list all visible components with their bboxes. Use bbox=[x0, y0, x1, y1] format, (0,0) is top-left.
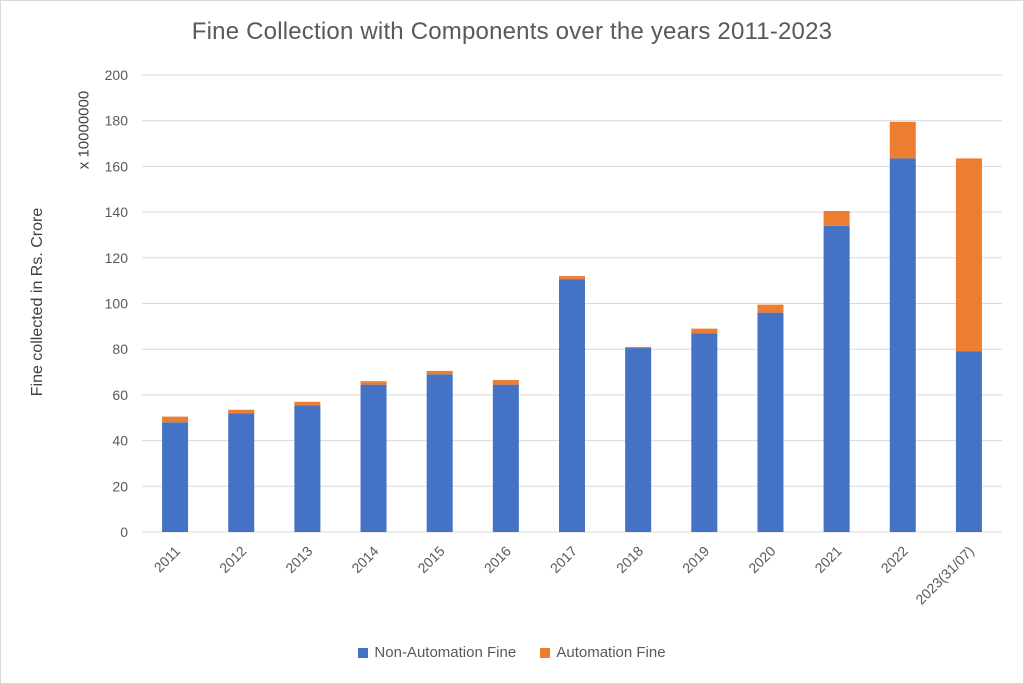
x-tick-label: 2011 bbox=[151, 543, 184, 576]
y-tick-label: 60 bbox=[112, 387, 128, 403]
y-tick-label: 140 bbox=[105, 204, 129, 220]
bar-non-automation-2017 bbox=[559, 279, 585, 532]
x-tick-label: 2016 bbox=[481, 543, 514, 576]
x-tick-label: 2013 bbox=[282, 543, 315, 576]
x-tick-label: 2018 bbox=[613, 543, 646, 576]
bar-non-automation-2015 bbox=[426, 374, 453, 532]
bar-automation-2023(31/07) bbox=[955, 158, 982, 352]
bar-non-automation-2019 bbox=[691, 333, 718, 532]
y-tick-label: 180 bbox=[105, 113, 129, 129]
chart-title: Fine Collection with Components over the… bbox=[191, 18, 833, 45]
bar-non-automation-2022 bbox=[889, 158, 916, 532]
bar-automation-2011 bbox=[162, 416, 189, 423]
bar-automation-2018 bbox=[625, 346, 652, 349]
bar-automation-2022 bbox=[889, 121, 916, 159]
y-tick-label: 200 bbox=[105, 67, 129, 83]
y-tick-label: 80 bbox=[112, 341, 128, 357]
x-tick-label: 2014 bbox=[348, 543, 381, 576]
bar-automation-2016 bbox=[492, 380, 519, 385]
legend-item-automation: Automation Fine bbox=[540, 644, 666, 661]
legend-swatch-non-automation bbox=[358, 647, 369, 658]
bar-automation-2021 bbox=[823, 210, 850, 226]
x-tick-label: 2015 bbox=[414, 543, 447, 576]
x-tick-label: 2020 bbox=[745, 543, 778, 576]
bar-non-automation-2023(31/07) bbox=[955, 351, 982, 532]
bar-non-automation-2013 bbox=[294, 405, 321, 532]
y-tick-label: 0 bbox=[120, 524, 128, 540]
legend-label-automation: Automation Fine bbox=[556, 644, 666, 661]
x-tick-label: 2012 bbox=[216, 543, 249, 576]
bar-automation-2017 bbox=[559, 276, 585, 280]
x-tick-label: 2023(31/07) bbox=[912, 543, 977, 608]
bar-non-automation-2016 bbox=[492, 384, 519, 532]
bar-non-automation-2012 bbox=[228, 413, 255, 532]
x-tick-label: 2021 bbox=[811, 543, 844, 576]
bar-automation-2015 bbox=[426, 370, 453, 375]
bar-automation-2014 bbox=[360, 381, 387, 385]
y-tick-label: 40 bbox=[112, 433, 128, 449]
bar-non-automation-2011 bbox=[162, 422, 189, 532]
legend: Non-Automation Fine Automation Fine bbox=[0, 644, 1024, 662]
legend-label-non-automation: Non-Automation Fine bbox=[374, 644, 517, 661]
x-tick-label: 2022 bbox=[878, 543, 911, 576]
bar-automation-2020 bbox=[757, 304, 784, 313]
bars bbox=[162, 121, 982, 532]
y-tick-label: 100 bbox=[105, 296, 129, 312]
x-tick-labels: 2011 2012 2013 2014 2015 2016 2017 2018 2019 2020… bbox=[151, 543, 977, 608]
x-tick-label: 2017 bbox=[547, 543, 580, 576]
y-tick-labels: 0 20 40 60 80 100 120 140 160 180 200 bbox=[105, 67, 129, 540]
bar-automation-2013 bbox=[294, 401, 321, 406]
y-tick-label: 160 bbox=[105, 158, 129, 174]
bar-non-automation-2018 bbox=[625, 348, 652, 532]
y-tick-label: 20 bbox=[112, 478, 128, 494]
legend-swatch-automation bbox=[540, 647, 551, 658]
bar-automation-2012 bbox=[228, 409, 255, 414]
y-tick-label: 120 bbox=[105, 250, 129, 266]
x-tick-label: 2019 bbox=[679, 543, 712, 576]
legend-item-non-automation: Non-Automation Fine bbox=[358, 644, 516, 661]
bar-non-automation-2014 bbox=[360, 384, 387, 532]
bar-automation-2019 bbox=[691, 328, 718, 334]
bar-non-automation-2021 bbox=[823, 225, 850, 532]
bar-non-automation-2020 bbox=[757, 312, 784, 532]
